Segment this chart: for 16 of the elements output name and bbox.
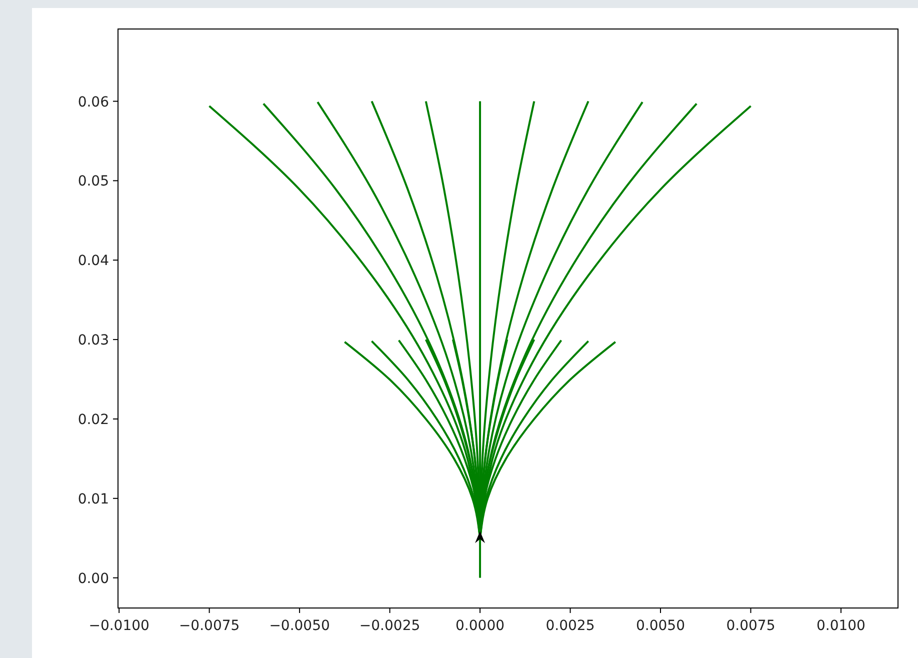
x-tick-label: −0.0025 bbox=[359, 618, 420, 634]
y-tick-label: 0.01 bbox=[78, 491, 109, 508]
x-tick-label: 0.0025 bbox=[546, 618, 595, 634]
x-tick-label: 0.0000 bbox=[456, 618, 505, 634]
x-tick-label: 0.0050 bbox=[636, 618, 685, 634]
y-tick-label: 0.04 bbox=[78, 253, 110, 270]
x-tick-label: 0.0100 bbox=[816, 618, 866, 634]
x-tick-label: −0.0075 bbox=[178, 618, 240, 634]
y-tick-label: 0.03 bbox=[78, 332, 109, 349]
x-tick-label: 0.0075 bbox=[726, 618, 776, 634]
y-tick-label: 0.02 bbox=[78, 412, 109, 428]
y-tick-label: 0.00 bbox=[78, 570, 109, 587]
y-tick-label: 0.05 bbox=[78, 174, 109, 190]
x-tick-label: −0.0100 bbox=[88, 618, 150, 634]
x-tick-label: −0.0050 bbox=[269, 618, 330, 634]
y-tick-label: 0.06 bbox=[78, 94, 110, 110]
